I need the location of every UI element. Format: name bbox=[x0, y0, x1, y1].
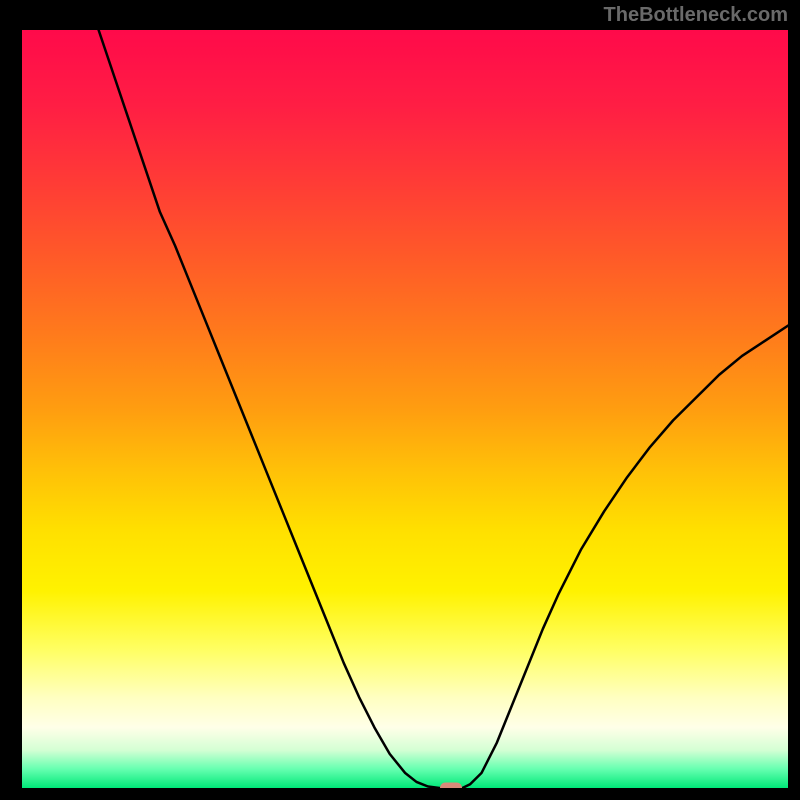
optimum-marker bbox=[440, 783, 462, 789]
attribution-label: TheBottleneck.com bbox=[604, 4, 788, 27]
plot-area bbox=[22, 30, 788, 788]
chart-container: TheBottleneck.com bbox=[0, 0, 800, 800]
chart-svg bbox=[22, 30, 788, 788]
